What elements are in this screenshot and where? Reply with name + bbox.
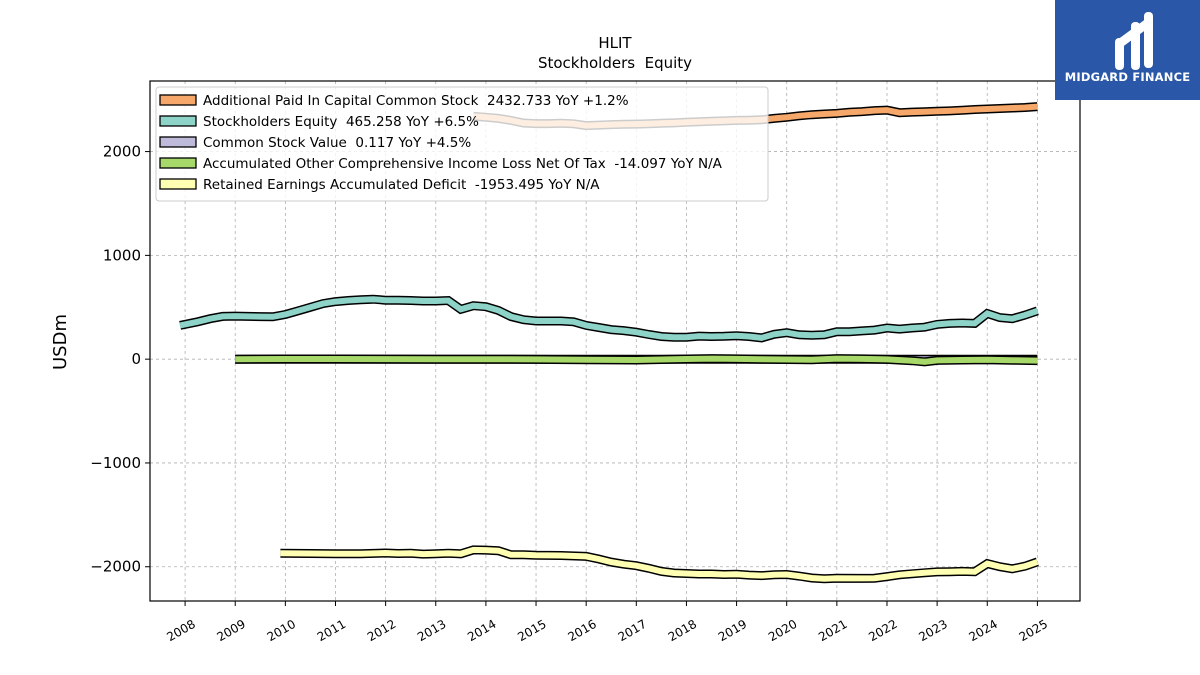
brand-name: MIDGARD FINANCE <box>1064 70 1191 84</box>
y-tick-label: −1000 <box>90 454 141 472</box>
legend-label: Stockholders Equity 465.258 YoY +6.5% <box>203 114 479 130</box>
x-tick-label: 2018 <box>666 617 699 644</box>
chart-subtitle: Stockholders Equity <box>538 54 692 72</box>
legend-label: Common Stock Value 0.117 YoY +4.5% <box>203 135 471 151</box>
x-tick-label: 2010 <box>265 617 298 644</box>
x-tick-label: 2009 <box>215 617 248 644</box>
series-stroke <box>179 296 1039 341</box>
brand-mark-icon <box>1115 12 1153 70</box>
legend: Additional Paid In Capital Common Stock … <box>155 86 769 202</box>
x-tick-label: 2022 <box>866 617 899 644</box>
x-tick-label: 2015 <box>515 617 548 644</box>
series-stroke <box>235 355 1038 365</box>
x-tick-label: 2025 <box>1017 617 1050 644</box>
brand-logo: MIDGARD FINANCE <box>1055 0 1200 100</box>
x-tick-label: 2020 <box>766 617 799 644</box>
x-tick-label: 2023 <box>916 617 949 644</box>
legend-swatch <box>159 94 197 106</box>
legend-swatch <box>159 178 197 190</box>
series-line <box>179 294 1039 343</box>
legend-label: Accumulated Other Comprehensive Income L… <box>203 156 723 172</box>
x-tick-label: 2016 <box>565 617 598 644</box>
y-axis-label: USDm <box>50 314 71 370</box>
legend-label: Additional Paid In Capital Common Stock … <box>203 93 629 109</box>
x-tick-label: 2011 <box>315 617 348 644</box>
y-tick-label: 1000 <box>103 246 141 264</box>
legend-box <box>155 86 769 202</box>
y-tick-label: 2000 <box>103 143 141 161</box>
x-tick-label: 2024 <box>967 617 1000 644</box>
series-line <box>280 545 1039 584</box>
x-tick-label: 2008 <box>164 617 197 644</box>
x-tick-label: 2014 <box>465 617 498 644</box>
legend-swatch <box>159 136 197 148</box>
x-tick-label: 2012 <box>365 617 398 644</box>
x-tick-label: 2019 <box>716 617 749 644</box>
y-tick-label: 0 <box>131 350 141 368</box>
y-tick-label: −2000 <box>90 558 141 576</box>
series-stroke <box>280 546 1039 582</box>
legend-label: Retained Earnings Accumulated Deficit -1… <box>203 177 600 193</box>
plot-frame <box>149 80 1081 602</box>
legend-swatch <box>159 115 197 127</box>
x-tick-label: 2013 <box>415 617 448 644</box>
x-tick-label: 2017 <box>616 617 649 644</box>
axis-ticks: 2000 1000 0 −1000 −2000 2008 2009 2010 2011 2012 2… <box>90 143 1050 645</box>
chart-title: HLIT <box>598 34 632 52</box>
series-line <box>235 354 1038 367</box>
x-tick-label: 2021 <box>816 617 849 644</box>
legend-swatch <box>159 157 197 169</box>
